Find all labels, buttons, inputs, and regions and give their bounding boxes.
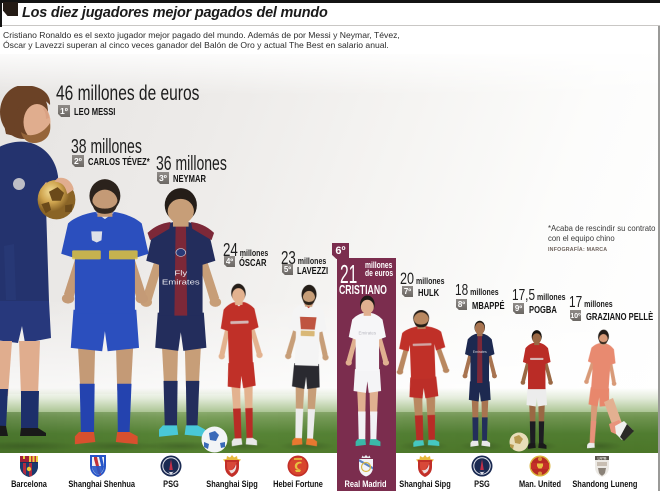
svg-text:Emirates: Emirates: [358, 331, 376, 336]
svg-text:Fly: Fly: [175, 268, 188, 277]
svg-text:Emirates: Emirates: [473, 350, 487, 354]
svg-text:Emirates: Emirates: [162, 278, 201, 287]
svg-text:LNTB: LNTB: [597, 456, 607, 460]
